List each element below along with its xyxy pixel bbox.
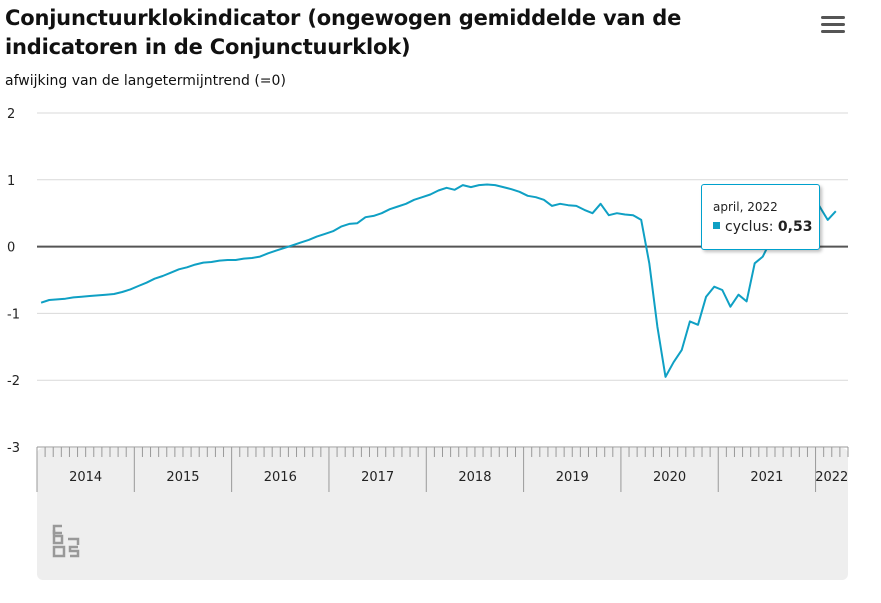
y-tick-label: 0 [7,241,15,256]
y-tick-label: 2 [7,107,15,122]
series-line-cyclus [40,183,837,378]
x-year-label: 2022 [815,470,848,485]
x-axis-year-labels: 2014 2015 2016 2017 2018 2019 2020 2021 2022 [69,470,848,485]
x-axis-ticks [36,447,849,492]
tooltip-date: april, 2022 [713,200,778,214]
x-year-label: 2015 [166,470,199,485]
x-year-label: 2018 [458,470,491,485]
tooltip-series-label: cyclus [725,219,769,235]
x-year-label: 2014 [69,470,102,485]
x-year-label: 2021 [750,470,783,485]
tooltip-series-row: cyclus: 0,53 [713,219,812,235]
data-tooltip: april, 2022 cyclus: 0,53 [701,184,820,250]
tooltip-separator: : [768,219,778,235]
cbs-logo-icon [52,524,80,558]
y-tick-label: -2 [7,374,20,389]
y-tick-label: -1 [7,307,20,322]
gridlines [37,112,848,448]
chart-title: Conjunctuurklokindicator (ongewogen gemi… [5,6,682,59]
x-year-label: 2017 [361,470,394,485]
y-tick-label: 1 [7,174,15,189]
y-axis-ticks: 2 1 0 -1 -2 -3 [7,107,20,456]
y-tick-label: -3 [7,441,20,456]
y-axis-unit-label: afwijking van de langetermijntrend (=0) [5,73,286,89]
x-year-label: 2019 [556,470,589,485]
x-axis-band [37,448,848,580]
x-year-label: 2016 [264,470,297,485]
hamburger-menu-icon[interactable] [820,14,846,36]
x-year-label: 2020 [653,470,686,485]
tooltip-value: 0,53 [777,219,813,235]
series-swatch-icon [713,222,720,229]
